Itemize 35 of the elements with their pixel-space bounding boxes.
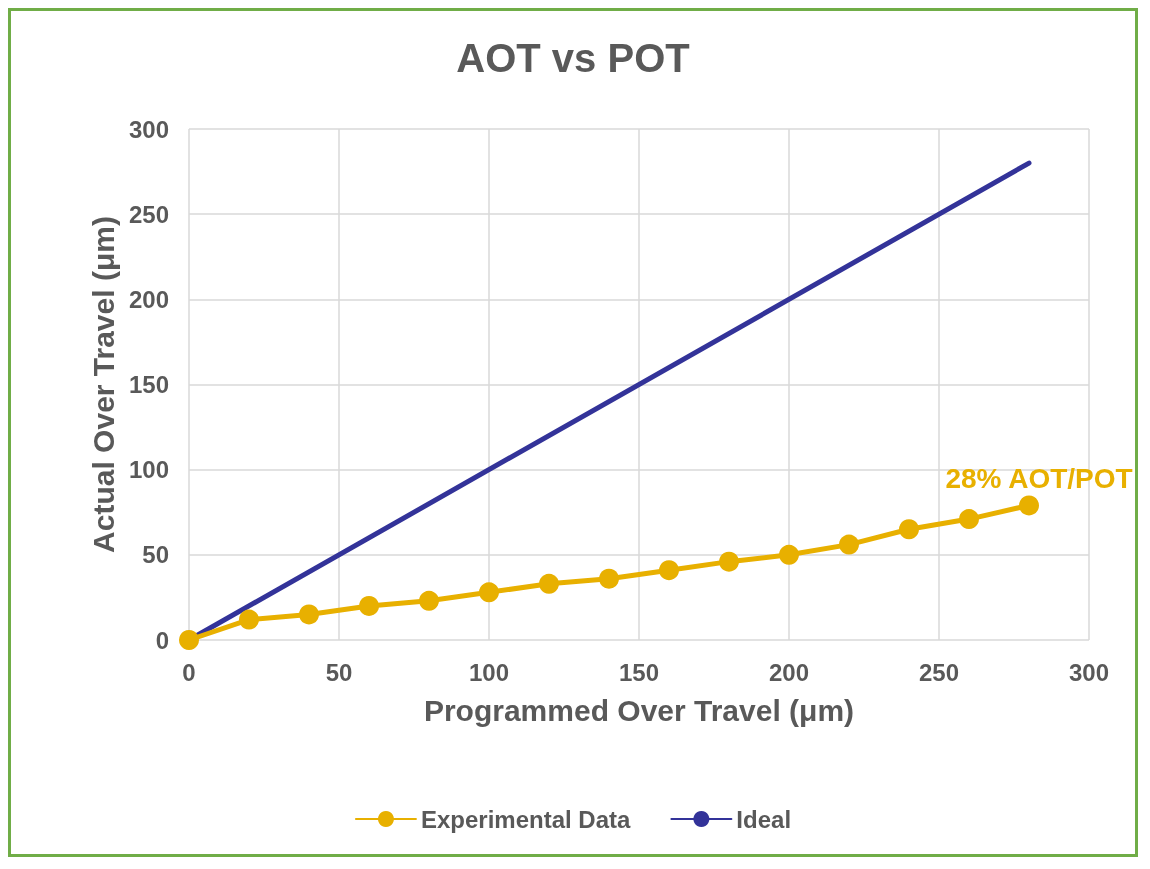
- point: [419, 590, 439, 611]
- x-axis-title: Programmed Over Travel (μm): [423, 693, 855, 727]
- point: [779, 544, 799, 565]
- x-tick-label: 200: [768, 658, 810, 686]
- x-tick-label: 100: [468, 658, 510, 686]
- point: [959, 509, 979, 530]
- point: [179, 630, 199, 650]
- y-tick-label: 250: [128, 200, 169, 228]
- point: [539, 573, 559, 594]
- point: [479, 582, 499, 603]
- x-tick-label: 300: [1068, 658, 1110, 686]
- point: [719, 551, 739, 572]
- point: [899, 519, 919, 540]
- legend-label: Ideal: [736, 805, 792, 833]
- point: [299, 604, 319, 625]
- point: [659, 560, 679, 581]
- y-tick-label: 0: [155, 626, 169, 654]
- x-tick-label: 150: [618, 658, 660, 686]
- point: [239, 609, 259, 630]
- y-tick-label: 150: [128, 371, 169, 398]
- x-tick-label: 250: [918, 658, 960, 686]
- chart-title: AOT vs POT: [456, 36, 690, 80]
- y-tick-label: 100: [128, 456, 169, 484]
- point: [599, 568, 619, 589]
- legend-label: Experimental Data: [420, 805, 632, 833]
- y-axis-title: Actual Over Travel (μm): [86, 216, 120, 553]
- point: [1019, 495, 1039, 516]
- x-tick-label: 0: [182, 658, 196, 686]
- point: [839, 534, 859, 555]
- y-tick-label: 200: [128, 285, 169, 313]
- y-tick-label: 50: [142, 541, 169, 569]
- point: [359, 595, 379, 616]
- x-tick-label: 50: [325, 658, 353, 686]
- annotation: 28% AOT/POT: [945, 462, 1133, 494]
- y-tick-label: 300: [128, 115, 169, 143]
